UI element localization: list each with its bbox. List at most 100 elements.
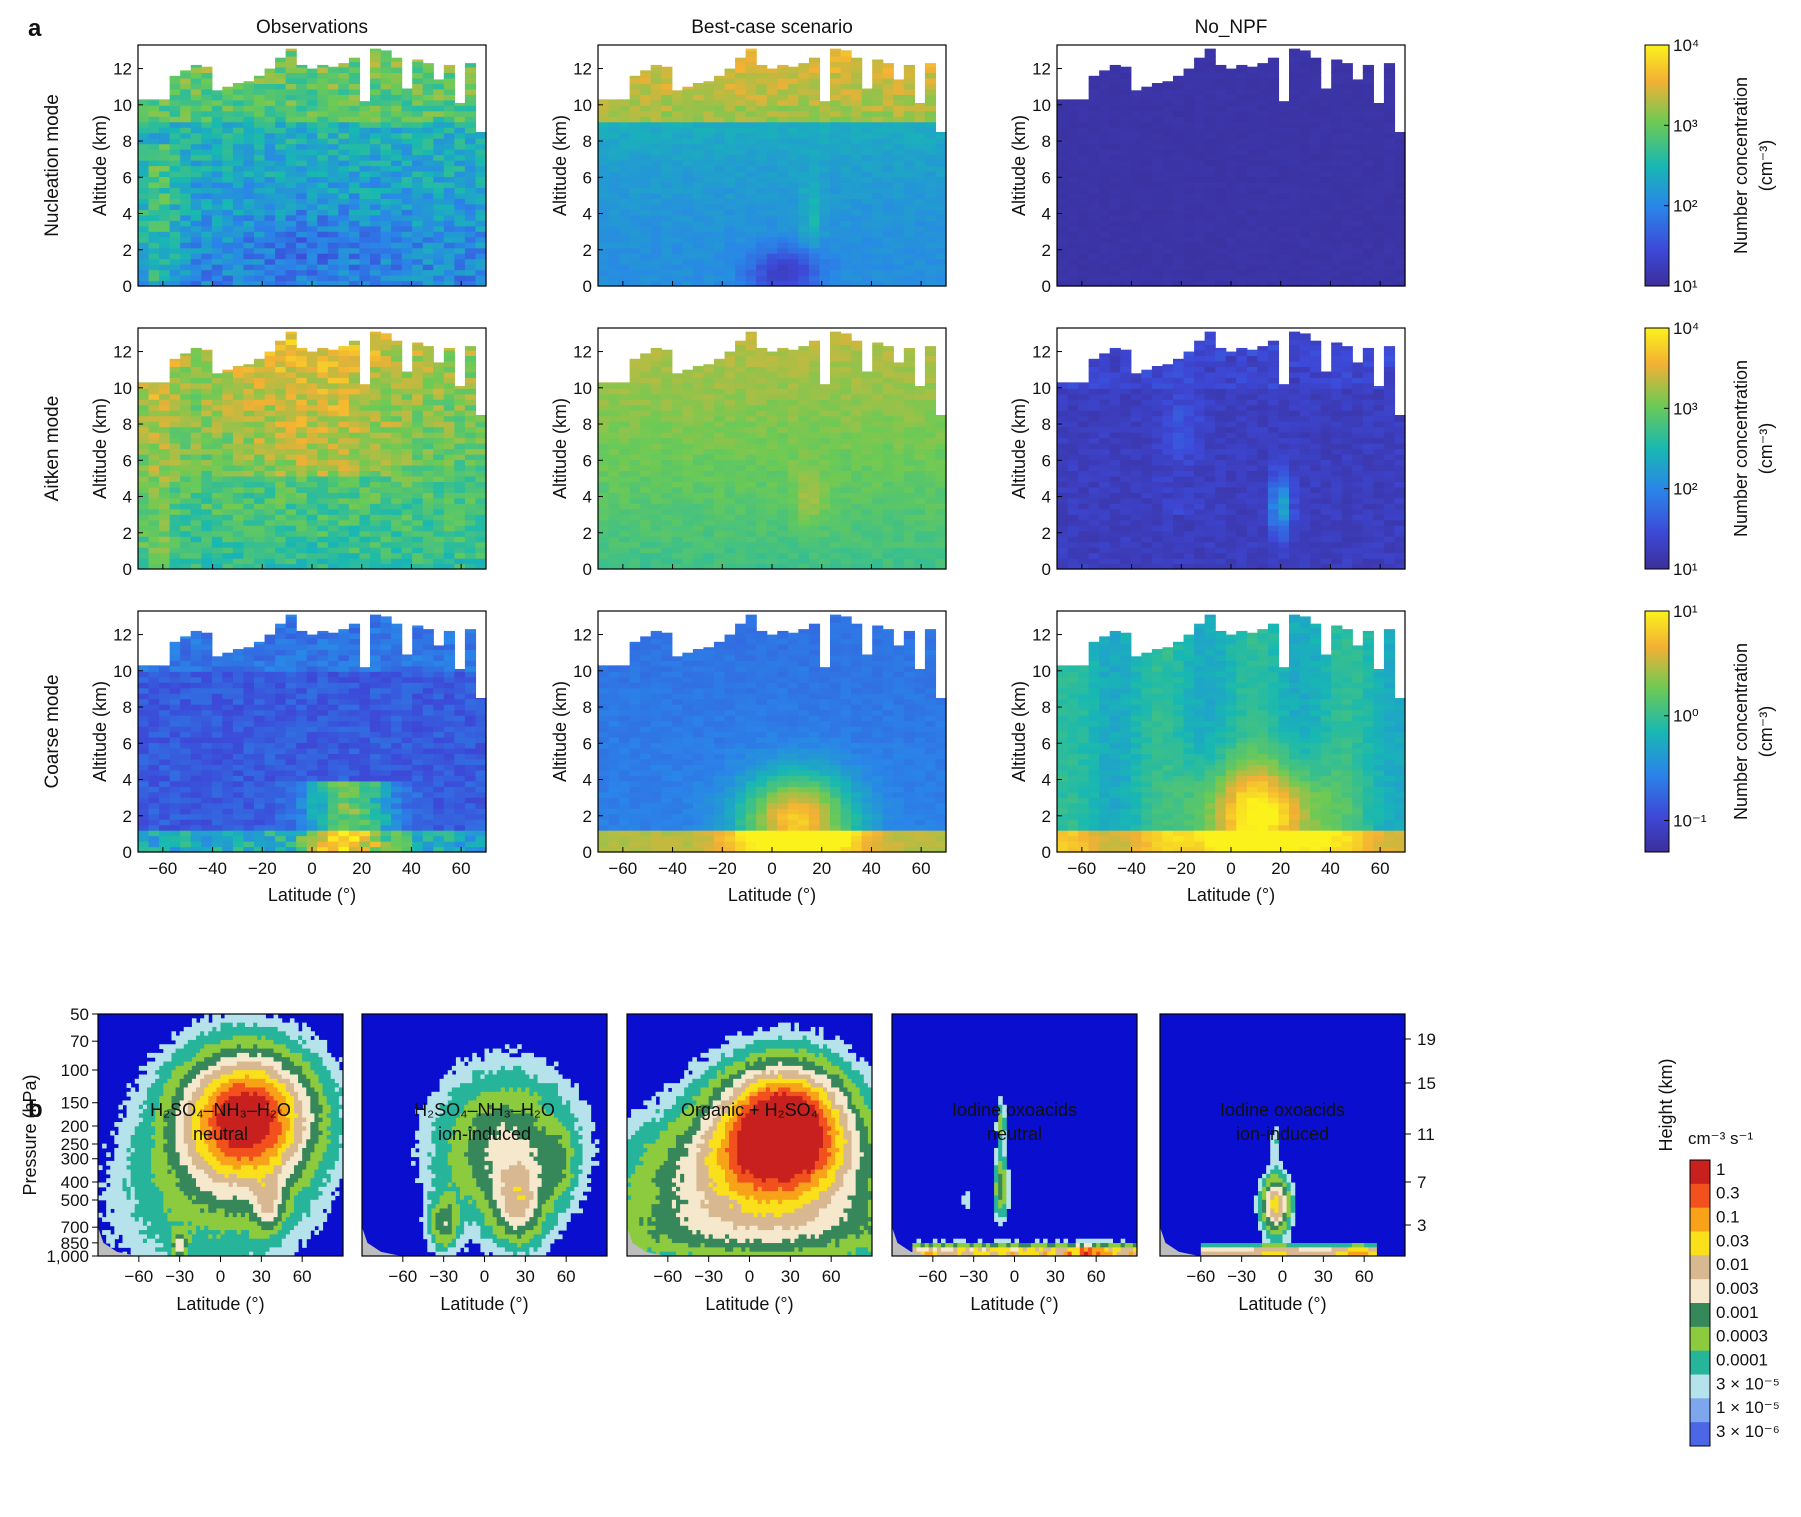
heatmap-cell	[1151, 127, 1164, 134]
heatmap-cell	[327, 66, 339, 68]
heatmap-cell	[201, 203, 213, 210]
heatmap-cell	[1362, 275, 1374, 282]
heatmap-cell	[1278, 165, 1290, 172]
heatmap-cell	[443, 269, 455, 276]
heatmap-cell	[819, 192, 831, 199]
heatmap-cell	[190, 382, 202, 389]
heatmap-cell	[1299, 94, 1311, 101]
heatmap-cell	[285, 121, 297, 128]
heatmap-cell	[169, 497, 181, 504]
heatmap-cell	[264, 225, 276, 232]
heatmap-cell	[1341, 192, 1353, 199]
heatmap-cell	[650, 143, 662, 150]
heatmap-cell	[232, 541, 245, 548]
heatmap-cell	[401, 132, 413, 139]
heatmap-cell	[1246, 127, 1258, 134]
column-title: Best-case scenario	[691, 17, 853, 38]
heatmap-cell	[1088, 105, 1100, 112]
heatmap-cell	[830, 198, 842, 205]
heatmap-cell	[306, 127, 318, 134]
heatmap-cell	[190, 99, 202, 106]
heatmap-cell	[714, 99, 726, 106]
heatmap-cell	[819, 110, 831, 117]
heatmap-cell	[1204, 48, 1216, 52]
heatmap-cell	[211, 421, 223, 428]
heatmap-cell	[1362, 160, 1374, 167]
heatmap-cell	[148, 547, 160, 554]
heatmap-cell	[1204, 203, 1216, 210]
heatmap-cell	[756, 198, 768, 205]
heatmap-cell	[650, 94, 662, 101]
heatmap-cell	[1088, 170, 1100, 178]
heatmap-cell	[264, 214, 276, 221]
heatmap-cell	[1151, 170, 1164, 178]
heatmap-cell	[169, 492, 181, 499]
heatmap-cell	[745, 50, 757, 57]
heatmap-cell	[1215, 258, 1227, 265]
heatmap-cell	[861, 280, 873, 287]
heatmap-cell	[264, 264, 276, 271]
heatmap-cell	[348, 530, 361, 537]
heatmap-cell	[682, 258, 694, 265]
heatmap-cell	[872, 88, 884, 95]
heatmap-cell	[924, 280, 937, 287]
heatmap-cell	[138, 432, 150, 439]
heatmap-cell	[1236, 116, 1248, 123]
heatmap-cell	[1173, 269, 1185, 276]
heatmap-cell	[159, 165, 171, 172]
heatmap-cell	[422, 181, 434, 189]
heatmap-cell	[692, 127, 705, 134]
heatmap-cell	[317, 88, 329, 95]
heatmap-cell	[475, 132, 487, 139]
heatmap-cell	[1310, 66, 1322, 73]
heatmap-cell	[1289, 55, 1301, 63]
heatmap-cell	[1257, 181, 1269, 189]
heatmap-cell	[1278, 176, 1290, 183]
heatmap-cell	[232, 448, 245, 455]
heatmap-cell	[787, 247, 799, 254]
heatmap-cell	[275, 426, 287, 433]
heatmap-cell	[861, 181, 873, 189]
heatmap-cell	[180, 280, 192, 287]
heatmap-cell	[370, 426, 382, 433]
heatmap-cell	[1067, 110, 1079, 117]
heatmap-cell	[401, 563, 413, 570]
heatmap-cell	[882, 116, 894, 123]
heatmap-cell	[359, 547, 371, 554]
heatmap-cell	[348, 192, 361, 199]
heatmap-cell	[608, 214, 620, 221]
heatmap-cell	[422, 99, 434, 106]
heatmap-cell	[798, 77, 810, 84]
heatmap-cell	[380, 264, 392, 271]
heatmap-cell	[201, 355, 213, 362]
heatmap-cell	[1057, 209, 1069, 216]
heatmap-cell	[232, 497, 245, 504]
heatmap-cell	[1109, 149, 1121, 156]
heatmap-cell	[1246, 160, 1258, 167]
heatmap-cell	[201, 77, 213, 84]
heatmap-cell	[317, 536, 329, 543]
heatmap-cell	[1352, 94, 1364, 101]
heatmap-cell	[882, 225, 894, 232]
heatmap-cell	[703, 242, 715, 249]
heatmap-cell	[380, 437, 392, 444]
heatmap-cell	[1341, 116, 1353, 123]
heatmap-cell	[1225, 165, 1237, 172]
heatmap-cell	[1120, 236, 1132, 243]
heatmap-cell	[1310, 83, 1322, 90]
heatmap-cell	[275, 160, 287, 167]
heatmap-cell	[222, 242, 234, 249]
heatmap-cell	[1362, 176, 1374, 183]
heatmap-cell	[464, 220, 477, 227]
heatmap-cell	[1078, 214, 1090, 221]
heatmap-cell	[861, 176, 873, 183]
heatmap-cell	[285, 176, 297, 183]
heatmap-cell	[1362, 231, 1374, 238]
heatmap-cell	[222, 486, 234, 493]
heatmap-cell	[1088, 242, 1100, 249]
heatmap-cell	[1204, 231, 1216, 238]
heatmap-cell	[1246, 105, 1258, 112]
heatmap-cell	[306, 165, 318, 172]
heatmap-cell	[777, 170, 789, 178]
heatmap-cell	[851, 275, 863, 282]
